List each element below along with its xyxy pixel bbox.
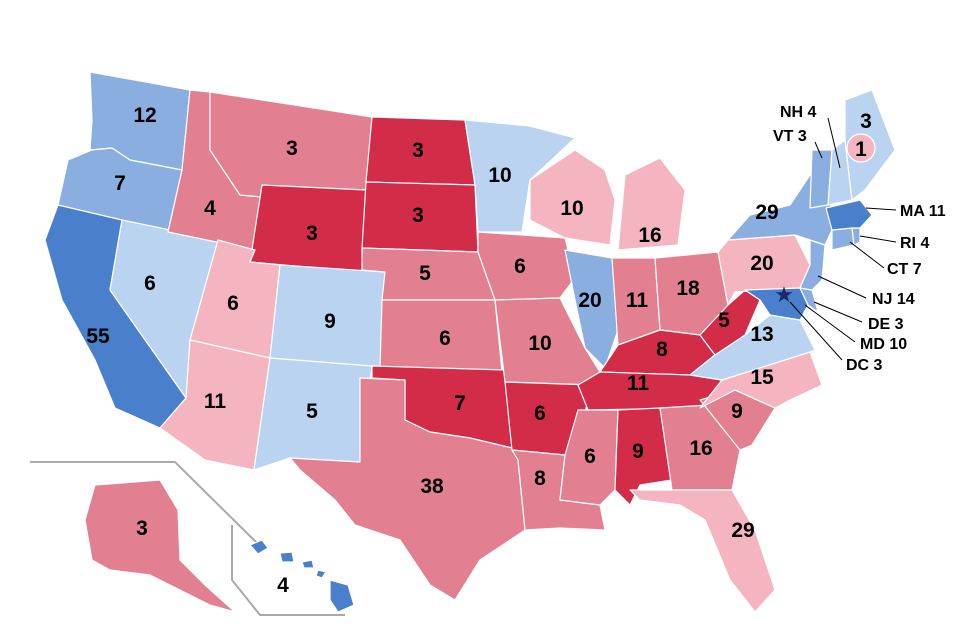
label-va: 13 — [750, 323, 773, 346]
label-in: 11 — [626, 289, 649, 312]
label-sd: 3 — [412, 204, 424, 227]
state-ri[interactable] — [851, 227, 861, 246]
state-tx[interactable] — [289, 377, 526, 601]
label-mo: 10 — [528, 332, 551, 355]
label-me-district-2: 1 — [855, 138, 867, 161]
label-ar: 6 — [534, 402, 546, 425]
label-ak: 3 — [136, 517, 148, 540]
label-nv: 6 — [144, 272, 156, 295]
label-tx: 38 — [420, 475, 444, 498]
leader-vt — [814, 141, 823, 159]
label-la: 8 — [534, 467, 546, 490]
state-hi[interactable] — [249, 539, 355, 613]
state-ga[interactable] — [659, 404, 741, 491]
label-me: 3 — [860, 110, 872, 133]
label-tn: 11 — [627, 372, 650, 395]
label-ok: 7 — [454, 392, 466, 415]
leader-nj — [817, 275, 867, 299]
alaska-inset-border — [30, 461, 263, 549]
label-ky: 8 — [656, 338, 668, 361]
label-wv: 5 — [718, 309, 730, 332]
label-nm: 5 — [306, 400, 318, 423]
label-ut: 6 — [227, 292, 239, 315]
label-nd: 3 — [412, 139, 424, 162]
maine-district-2-marker[interactable] — [846, 133, 876, 163]
label-ca: 55 — [86, 325, 110, 348]
leader-nh — [827, 117, 841, 169]
label-wy: 3 — [306, 222, 318, 245]
label-pa: 20 — [750, 252, 773, 275]
label-nc: 15 — [750, 366, 774, 389]
callout-nj: NJ 14 — [872, 291, 915, 308]
label-ne: 5 — [419, 262, 431, 285]
label-wa: 12 — [133, 104, 156, 127]
label-hi: 4 — [277, 574, 289, 597]
label-ks: 6 — [439, 327, 451, 350]
state-ia[interactable] — [477, 231, 576, 301]
label-ny: 29 — [755, 201, 778, 224]
state-wi[interactable] — [529, 149, 616, 246]
leader-ma — [865, 207, 897, 211]
state-fl[interactable] — [629, 489, 776, 613]
label-mt: 3 — [286, 137, 298, 160]
label-wi: 10 — [560, 197, 583, 220]
callout-nh: NH 4 — [780, 104, 817, 121]
label-ia: 6 — [514, 255, 526, 278]
label-mi: 16 — [638, 224, 661, 247]
label-az: 11 — [204, 390, 227, 413]
label-id: 4 — [204, 197, 216, 220]
label-sc: 9 — [731, 400, 743, 423]
state-ct[interactable] — [831, 227, 855, 251]
leader-ct — [849, 241, 885, 269]
state-mn[interactable] — [464, 119, 576, 233]
label-fl: 29 — [731, 519, 754, 542]
callout-ma: MA 11 — [900, 203, 946, 220]
callout-de: DE 3 — [868, 316, 904, 333]
callout-ri: RI 4 — [900, 235, 929, 252]
leader-md — [804, 304, 856, 343]
callout-dc: DC 3 — [846, 357, 883, 374]
callout-ct: CT 7 — [887, 261, 922, 278]
state-mi[interactable] — [617, 157, 686, 251]
hawaii-inset-border — [231, 525, 345, 616]
state-ma[interactable] — [825, 199, 873, 231]
label-al: 9 — [632, 440, 644, 463]
label-il: 20 — [578, 289, 601, 312]
label-oh: 18 — [676, 277, 700, 300]
label-co: 9 — [324, 310, 336, 333]
state-ak[interactable] — [84, 479, 236, 613]
label-or: 7 — [114, 172, 126, 195]
callout-vt: VT 3 — [773, 128, 807, 145]
dc-star-icon[interactable]: ★ — [774, 283, 794, 308]
label-ga: 16 — [689, 437, 712, 460]
callout-md: MD 10 — [860, 336, 907, 353]
leader-ri — [859, 235, 897, 243]
leader-dc — [789, 301, 843, 361]
label-mn: 10 — [488, 164, 511, 187]
state-tn[interactable] — [577, 371, 723, 411]
label-ms: 6 — [584, 445, 596, 468]
leader-de — [813, 301, 863, 323]
